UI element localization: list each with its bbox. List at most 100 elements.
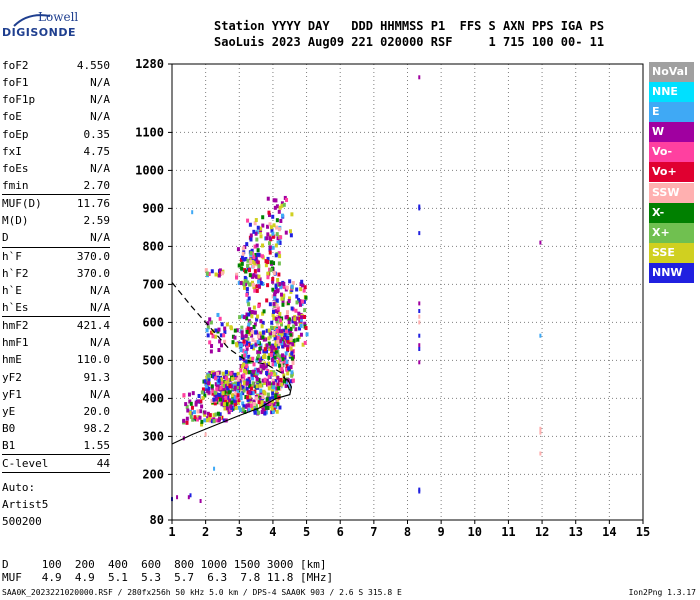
- echo-point: [221, 391, 225, 396]
- echo-point: [205, 271, 209, 276]
- echo-point: [287, 324, 291, 329]
- echo-point: [258, 277, 262, 282]
- echo-point: [217, 395, 221, 400]
- echo-point: [207, 373, 211, 378]
- param-row: h`F 370.0: [2, 248, 110, 265]
- echo-point: [284, 230, 288, 235]
- echo-point: [226, 381, 230, 386]
- echo-point: [269, 331, 273, 336]
- echo-point: [275, 409, 279, 414]
- echo-point: [249, 237, 253, 242]
- echo-point: [259, 234, 263, 239]
- echo-point: [253, 261, 257, 266]
- echo-point: [213, 466, 216, 471]
- echo-point: [276, 335, 280, 340]
- legend-item-w: W: [649, 122, 694, 143]
- echo-point: [261, 320, 265, 325]
- echo-point: [238, 380, 242, 385]
- echo-point: [278, 240, 282, 245]
- echo-point: [271, 287, 275, 292]
- echo-point: [539, 426, 542, 431]
- echo-point: [247, 370, 251, 375]
- echo-point: [267, 336, 271, 341]
- echo-point: [218, 400, 222, 405]
- echo-point: [200, 390, 204, 395]
- param-value: 11.76: [76, 197, 110, 211]
- echo-point: [299, 287, 303, 292]
- echo-point: [194, 402, 198, 407]
- echo-point: [268, 396, 272, 401]
- echo-point: [257, 279, 261, 284]
- x-tick-label: 10: [468, 525, 482, 539]
- echo-point: [212, 397, 216, 402]
- version-label: Ion2Png 1.3.17: [628, 588, 696, 597]
- echo-point: [235, 328, 239, 333]
- echo-point: [241, 391, 245, 396]
- echo-point: [286, 301, 290, 306]
- echo-point: [246, 280, 250, 285]
- echo-point: [203, 379, 207, 384]
- echo-point: [261, 407, 265, 412]
- echo-point: [240, 255, 244, 260]
- echo-point: [239, 392, 243, 397]
- profile-trace-solid: [171, 376, 293, 445]
- echo-point: [220, 343, 224, 348]
- echo-point: [265, 349, 269, 354]
- param-name: foF2: [2, 59, 29, 72]
- echo-point: [236, 371, 240, 376]
- echo-point: [245, 341, 249, 346]
- echo-point: [212, 372, 216, 377]
- echo-point: [293, 317, 297, 322]
- echo-point: [267, 372, 271, 377]
- echo-point: [284, 338, 288, 343]
- echo-point: [268, 236, 272, 241]
- echo-point: [275, 303, 279, 308]
- param-name: h`Es: [2, 300, 29, 314]
- echo-point: [199, 409, 203, 414]
- echo-point: [208, 340, 212, 345]
- echo-point: [245, 292, 249, 297]
- echo-point: [230, 393, 234, 398]
- echo-point: [418, 301, 421, 306]
- param-value: 370.0: [76, 249, 110, 263]
- echo-point: [272, 345, 276, 350]
- echo-point: [242, 404, 246, 409]
- echo-point: [256, 353, 260, 358]
- echo-point: [273, 355, 277, 360]
- echo-point: [272, 309, 276, 314]
- echo-point: [282, 340, 286, 345]
- echo-point: [283, 354, 287, 359]
- echo-point: [263, 347, 267, 352]
- echo-point: [252, 401, 256, 406]
- echo-point: [285, 367, 289, 372]
- echo-point: [204, 384, 208, 389]
- echo-point: [276, 397, 280, 402]
- echo-point: [278, 405, 282, 410]
- echo-point: [240, 261, 244, 266]
- echo-point: [255, 384, 259, 389]
- echo-point: [291, 342, 295, 347]
- legend-item-ssw: SSW: [649, 182, 694, 203]
- param-row: D N/A: [2, 229, 110, 246]
- echo-point: [277, 209, 281, 214]
- echo-point: [221, 383, 225, 388]
- echo-point: [418, 360, 421, 365]
- echo-point: [272, 333, 276, 338]
- echo-point: [253, 322, 257, 327]
- param-row: foF1p N/A: [2, 91, 110, 108]
- echo-point: [299, 332, 303, 337]
- echo-point: [245, 242, 249, 247]
- echo-point: [259, 370, 263, 375]
- echo-point: [266, 271, 270, 276]
- echo-point: [299, 317, 303, 322]
- echo-point: [277, 357, 281, 362]
- echo-point: [275, 319, 279, 324]
- header-line2: SaoLuis 2023 Aug09 221 020000 RSF 1 715 …: [214, 35, 605, 49]
- echo-point: [217, 378, 221, 383]
- echo-point: [253, 310, 257, 315]
- echo-point: [418, 333, 421, 338]
- echo-point: [272, 381, 276, 386]
- x-tick-label: 9: [438, 525, 445, 539]
- echo-point: [278, 363, 282, 368]
- echo-point: [276, 277, 280, 282]
